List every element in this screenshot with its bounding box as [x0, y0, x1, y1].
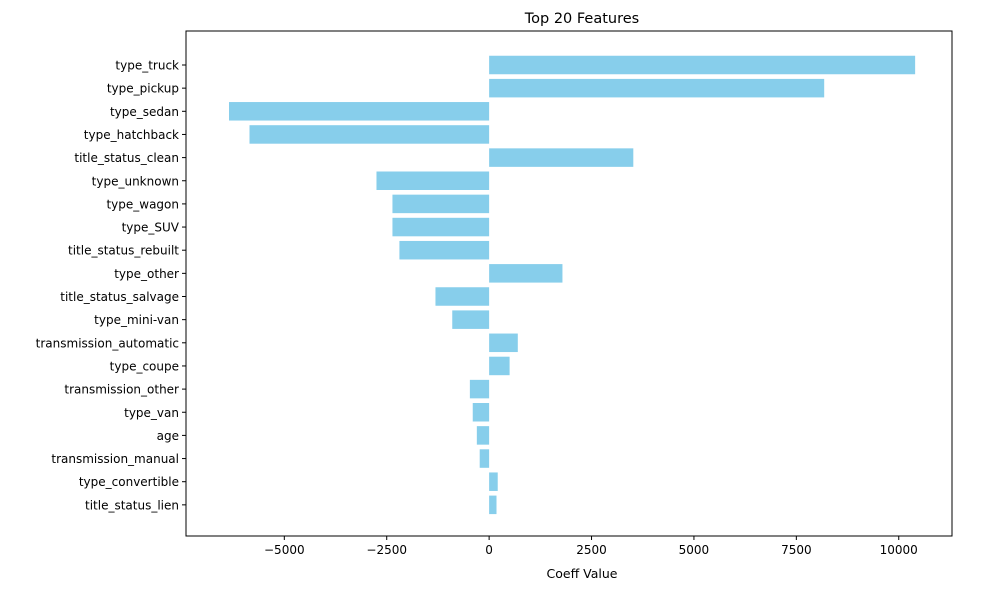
y-tick-label: title_status_salvage	[60, 290, 179, 304]
bar-age	[476, 426, 490, 445]
bar-transmission_other	[469, 379, 490, 399]
x-tick-label: −5000	[264, 543, 305, 557]
y-tick-label: type_coupe	[110, 359, 179, 373]
x-tick-label: −2500	[366, 543, 407, 557]
bars-group	[229, 55, 916, 515]
y-tick-label: type_convertible	[79, 475, 179, 489]
y-tick-label: transmission_manual	[51, 452, 179, 466]
y-tick-label: type_pickup	[107, 82, 179, 96]
bar-type_convertible	[489, 472, 498, 491]
y-axis: type_truck type_pickup type_sedan type_hatc…	[36, 59, 186, 512]
x-tick-label: 0	[485, 543, 493, 557]
y-tick-label: title_status_clean	[74, 151, 179, 165]
bar-type_SUV	[392, 217, 490, 237]
bar-type_van	[472, 403, 490, 422]
bar-type_other	[489, 264, 563, 283]
y-tick-label: type_other	[114, 267, 179, 281]
bar-type_truck	[489, 55, 916, 75]
y-tick-label: type_truck	[115, 59, 179, 73]
y-tick-label: age	[157, 429, 179, 443]
bar-type_hatchback	[249, 125, 490, 144]
bar-title_status_rebuilt	[399, 240, 490, 260]
bar-type_mini-van	[452, 310, 490, 329]
y-tick-label: type_sedan	[110, 105, 179, 119]
bar-type_sedan	[229, 102, 490, 121]
x-axis: −5000 −2500 0 2500 5000 7500 10000	[264, 536, 918, 557]
y-tick-label: title_status_lien	[85, 498, 179, 512]
y-tick-label: transmission_automatic	[36, 336, 179, 350]
y-tick-label: title_status_rebuilt	[68, 244, 179, 258]
plot-area-frame	[185, 30, 953, 537]
y-tick-label: type_hatchback	[84, 128, 179, 142]
bar-type_unknown	[376, 171, 490, 190]
bar-type_pickup	[489, 78, 825, 98]
bar-type_coupe	[489, 356, 510, 376]
bar-type_wagon	[392, 194, 490, 214]
x-tick-label: 10000	[880, 543, 918, 557]
bar-title_status_salvage	[435, 287, 490, 306]
x-tick-label: 2500	[576, 543, 607, 557]
x-tick-label: 7500	[781, 543, 812, 557]
bar-transmission_automatic	[489, 333, 518, 353]
bar-title_status_lien	[489, 495, 497, 515]
chart-title: Top 20 Features	[524, 11, 640, 27]
y-tick-label: type_mini-van	[94, 313, 179, 327]
y-tick-label: type_SUV	[122, 221, 180, 235]
y-tick-label: type_unknown	[92, 174, 179, 188]
y-tick-label: type_wagon	[106, 197, 179, 211]
y-tick-label: type_van	[124, 406, 179, 420]
x-axis-label: Coeff Value	[547, 566, 618, 581]
x-tick-label: 5000	[679, 543, 710, 557]
bar-transmission_manual	[479, 449, 490, 468]
y-tick-label: transmission_other	[64, 383, 179, 397]
bar-title_status_clean	[489, 148, 634, 167]
